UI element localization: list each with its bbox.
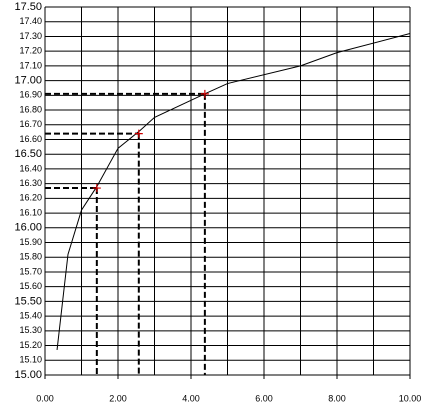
y-tick-label: 16.40 xyxy=(19,163,42,173)
y-tick-label: 16.80 xyxy=(19,104,42,114)
data-line xyxy=(56,33,411,351)
y-tick-label: 17.20 xyxy=(19,46,42,56)
y-tick-label: 15.00 xyxy=(14,369,42,381)
y-tick-label: 15.40 xyxy=(19,310,42,320)
y-tick-label: 15.30 xyxy=(19,325,42,335)
y-tick-label: 17.40 xyxy=(19,16,42,26)
y-tick-label: 16.30 xyxy=(19,178,42,188)
y-tick-label: 15.80 xyxy=(19,252,42,262)
x-tick-label: 4.00 xyxy=(182,393,200,403)
y-tick-label: 16.10 xyxy=(19,207,42,217)
y-tick-label: 15.10 xyxy=(19,355,42,365)
y-tick-label: 17.50 xyxy=(14,1,42,13)
y-tick-label: 16.70 xyxy=(19,119,42,129)
y-tick-label: 16.60 xyxy=(19,134,42,144)
y-tick-label: 16.20 xyxy=(19,193,42,203)
x-tick-label: 2.00 xyxy=(109,393,127,403)
y-tick-label: 17.10 xyxy=(19,60,42,70)
y-tick-label: 15.70 xyxy=(19,266,42,276)
y-tick-label: 15.50 xyxy=(14,295,42,307)
y-tick-label: 15.90 xyxy=(19,237,42,247)
y-tick-label: 15.60 xyxy=(19,281,42,291)
x-tick-label: 10.00 xyxy=(399,393,422,403)
y-tick-label: 17.00 xyxy=(14,75,42,87)
x-tick-label: 8.00 xyxy=(328,393,346,403)
marker-point xyxy=(134,129,143,138)
marker-point xyxy=(92,184,101,193)
y-tick-label: 17.30 xyxy=(19,31,42,41)
x-tick-label: 6.00 xyxy=(255,393,273,403)
y-tick-label: 15.20 xyxy=(19,340,42,350)
y-tick-label: 16.00 xyxy=(14,222,42,234)
y-tick-label: 16.50 xyxy=(14,148,42,160)
marker-point xyxy=(200,89,209,98)
y-tick-label: 16.90 xyxy=(19,90,42,100)
x-tick-label: 0.00 xyxy=(36,393,54,403)
